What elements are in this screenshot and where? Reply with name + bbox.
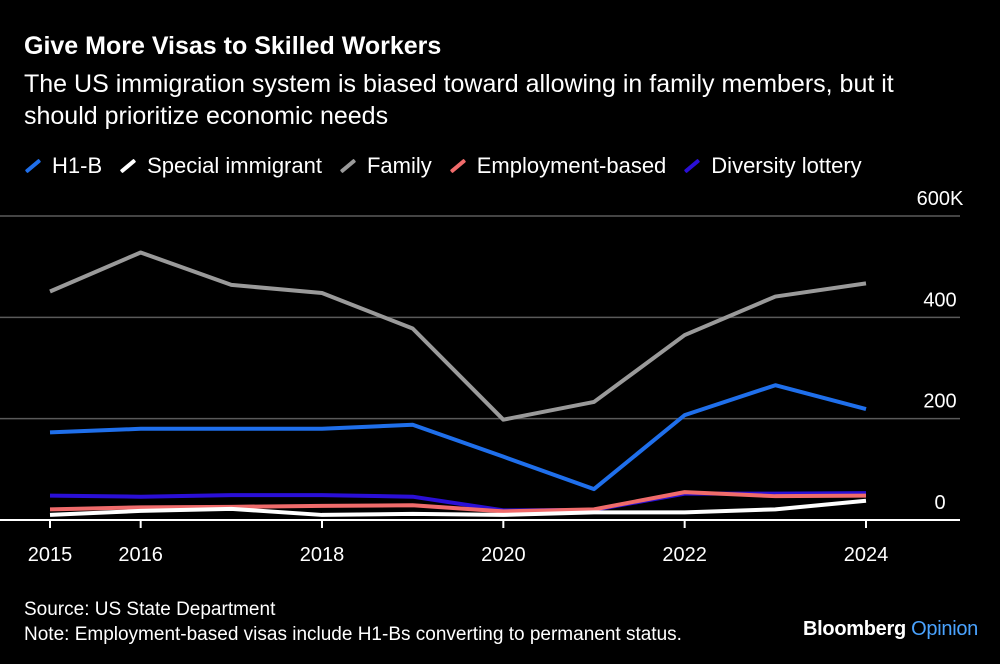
x-tick-label: 2024: [844, 544, 889, 566]
legend-item: Special immigrant: [119, 153, 322, 179]
legend-label: H1-B: [52, 153, 103, 178]
x-tick-label: 2020: [481, 544, 526, 566]
y-tick-label: 200: [923, 391, 956, 413]
brand-logo: Bloomberg Opinion: [803, 618, 978, 641]
brand-name: Bloomberg: [803, 618, 906, 640]
legend: H1-B Special immigrant Family Employment-ba…: [24, 153, 879, 179]
source-note: Source: US State Department: [24, 599, 276, 620]
legend-label: Family: [366, 153, 432, 178]
legend-label: Diversity lottery: [711, 153, 862, 178]
x-tick-label: 2016: [118, 544, 163, 566]
series-line-family: [49, 250, 867, 422]
y-tick-label: 600K: [917, 188, 964, 210]
x-tick-label: 2022: [662, 544, 707, 566]
chart-title: Give More Visas to Skilled Workers: [24, 32, 442, 60]
legend-item: Family: [339, 153, 432, 179]
series-line-h1-b: [49, 383, 867, 492]
x-tick-label: 2018: [300, 544, 345, 566]
series-line-employment-based: [49, 490, 867, 514]
series-line-special-immigrant: [49, 498, 867, 517]
brand-section: Opinion: [911, 618, 978, 640]
legend-item: H1-B: [24, 153, 102, 179]
legend-item: Diversity lottery: [683, 153, 862, 179]
legend-item: Employment-based: [449, 153, 667, 179]
x-tick-label: 2015: [28, 544, 73, 566]
y-tick-label: 400: [923, 289, 956, 311]
legend-label: Special immigrant: [147, 153, 322, 178]
chart-subtitle: The US immigration system is biased towa…: [24, 70, 894, 130]
legend-label: Employment-based: [476, 153, 667, 178]
y-tick-label: 0: [934, 492, 945, 514]
footnote: Note: Employment-based visas include H1-…: [24, 624, 682, 645]
footer: Source: US State Department Note: Employ…: [24, 597, 682, 647]
